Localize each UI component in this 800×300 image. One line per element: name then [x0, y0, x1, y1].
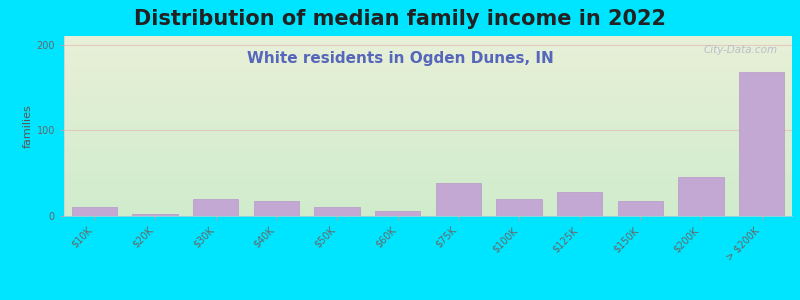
- Bar: [739, 72, 785, 216]
- Bar: [557, 192, 602, 216]
- Bar: [193, 199, 238, 216]
- Bar: [435, 183, 481, 216]
- Text: City-Data.com: City-Data.com: [703, 45, 778, 55]
- Y-axis label: families: families: [22, 104, 32, 148]
- Bar: [314, 207, 360, 216]
- Bar: [375, 211, 421, 216]
- Bar: [496, 199, 542, 216]
- Bar: [71, 207, 117, 216]
- Bar: [254, 201, 299, 216]
- Bar: [132, 214, 178, 216]
- Bar: [678, 177, 724, 216]
- Text: White residents in Ogden Dunes, IN: White residents in Ogden Dunes, IN: [246, 51, 554, 66]
- Text: Distribution of median family income in 2022: Distribution of median family income in …: [134, 9, 666, 29]
- Bar: [618, 201, 663, 216]
